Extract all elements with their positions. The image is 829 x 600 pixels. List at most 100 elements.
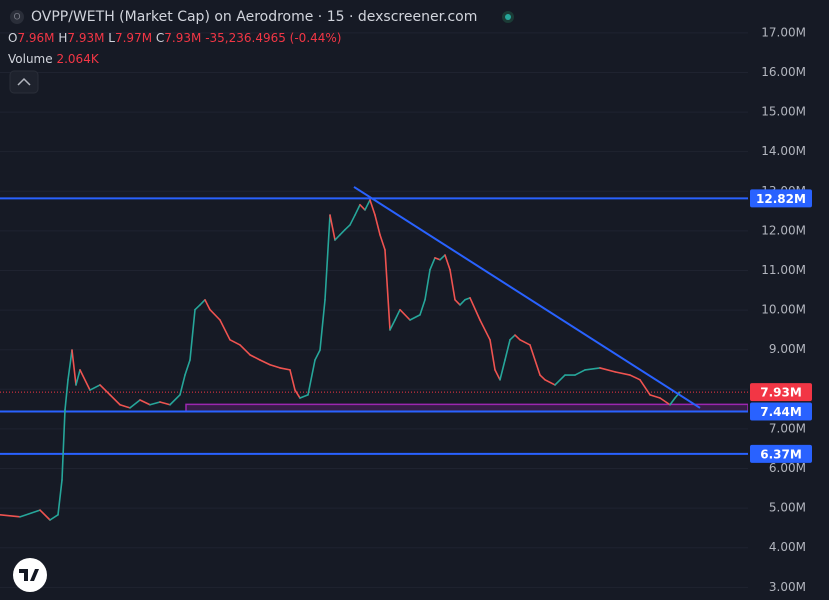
- price-segment: [314, 349, 321, 361]
- volume-label: Volume: [8, 52, 53, 66]
- price-segment: [71, 349, 77, 386]
- price-segment: [479, 319, 491, 341]
- price-segment: [459, 299, 466, 306]
- price-segment: [514, 334, 521, 341]
- price-segment: [199, 299, 206, 306]
- price-segment: [307, 359, 316, 396]
- price-segment: [334, 234, 341, 241]
- axis-background: [748, 0, 829, 600]
- price-segment: [364, 199, 371, 211]
- level-tag-label: 6.37M: [760, 447, 802, 461]
- price-segment: [494, 369, 501, 381]
- price-segment: [454, 299, 461, 306]
- price-segment: [109, 394, 121, 406]
- price-segment: [294, 389, 301, 399]
- price-segment: [554, 374, 566, 386]
- y-tick-label: 14.00M: [761, 144, 806, 158]
- price-segment: [464, 297, 471, 301]
- price-segment: [489, 339, 496, 371]
- price-segment: [75, 369, 81, 386]
- y-tick-label: 7.00M: [769, 421, 806, 435]
- chart-title: OVPP/WETH (Market Cap) on Aerodrome · 15…: [31, 9, 477, 25]
- price-segment: [289, 369, 296, 391]
- price-segment: [639, 379, 651, 396]
- ohlc-value: 7.93M: [67, 31, 104, 45]
- symbol-icon: [10, 10, 24, 24]
- collapse-button[interactable]: [9, 70, 39, 94]
- symbol-icon-letter: O: [13, 13, 20, 23]
- price-segment: [649, 394, 661, 399]
- price-segment: [61, 409, 66, 481]
- price-segment: [49, 514, 59, 521]
- y-tick-label: 3.00M: [769, 580, 806, 594]
- price-segment: [584, 367, 601, 371]
- price-segment: [384, 249, 391, 331]
- y-tick-label: 12.00M: [761, 223, 806, 237]
- price-segment: [249, 354, 261, 361]
- ohlc-value: 7.97M: [115, 31, 152, 45]
- price-segment: [574, 369, 586, 376]
- current-price-tag: [750, 383, 812, 402]
- price-segment: [419, 299, 426, 316]
- price-segment: [179, 374, 186, 396]
- ohlc-key: O: [8, 31, 17, 45]
- price-segment: [599, 367, 616, 373]
- price-segment: [139, 399, 151, 406]
- y-tick-label: 16.00M: [761, 65, 806, 79]
- ohlc-value: 7.93M: [164, 31, 201, 45]
- price-segment: [449, 268, 456, 301]
- price-segment: [269, 363, 281, 369]
- price-segment: [39, 509, 51, 521]
- volume-line: Volume 2.064K: [8, 52, 100, 66]
- price-segment: [204, 299, 211, 311]
- price-segment: [169, 394, 181, 406]
- price-segment: [539, 374, 546, 381]
- price-segment: [184, 359, 191, 376]
- price-segment: [129, 399, 141, 409]
- price-segment: [64, 379, 69, 411]
- level-tag: [750, 189, 812, 208]
- price-segment: [389, 319, 396, 331]
- ohlc-key: C: [156, 31, 164, 45]
- ohlc-value: 7.96M: [17, 31, 54, 45]
- y-axis: 3.00M4.00M5.00M6.00M7.00M8.00M9.00M10.00…: [748, 0, 829, 600]
- price-segment: [504, 339, 511, 361]
- y-tick-label: 4.00M: [769, 540, 806, 554]
- status-dot-inner: [505, 14, 511, 20]
- price-segment: [629, 374, 641, 381]
- y-tick-label: 15.00M: [761, 105, 806, 119]
- price-segment: [469, 297, 481, 321]
- price-segment: [79, 369, 91, 391]
- level-tag: [750, 444, 812, 463]
- price-segment: [0, 514, 21, 518]
- trendline: [353, 186, 701, 409]
- price-segment: [229, 339, 241, 346]
- ohlc-line: O7.96M H7.93M L7.97M C7.93M -35,236.4965…: [8, 31, 342, 45]
- price-segment: [259, 359, 271, 366]
- price-segment: [19, 509, 41, 518]
- y-tick-label: 9.00M: [769, 342, 806, 356]
- price-segment: [409, 314, 421, 321]
- logo: [13, 558, 47, 592]
- price-segment: [399, 308, 411, 321]
- price-segment: [509, 334, 516, 341]
- ohlc-key: H: [58, 31, 67, 45]
- price-segment: [89, 384, 101, 391]
- change: -35,236.4965 (-0.44%): [205, 31, 341, 45]
- price-segment: [159, 401, 171, 406]
- price-segment: [219, 319, 231, 341]
- ohlc-key: L: [108, 31, 115, 45]
- price-segment: [189, 308, 196, 361]
- price-segment: [429, 257, 436, 271]
- price-segment: [99, 384, 111, 396]
- price-segment: [669, 397, 676, 406]
- y-tick-label: 17.00M: [761, 25, 806, 39]
- price-segment: [439, 254, 446, 261]
- zone: [185, 403, 749, 413]
- price-segment: [324, 214, 331, 301]
- logo-mark: [19, 569, 39, 581]
- price-segment: [379, 234, 386, 251]
- price-segment: [544, 379, 556, 386]
- price-segment: [329, 214, 336, 241]
